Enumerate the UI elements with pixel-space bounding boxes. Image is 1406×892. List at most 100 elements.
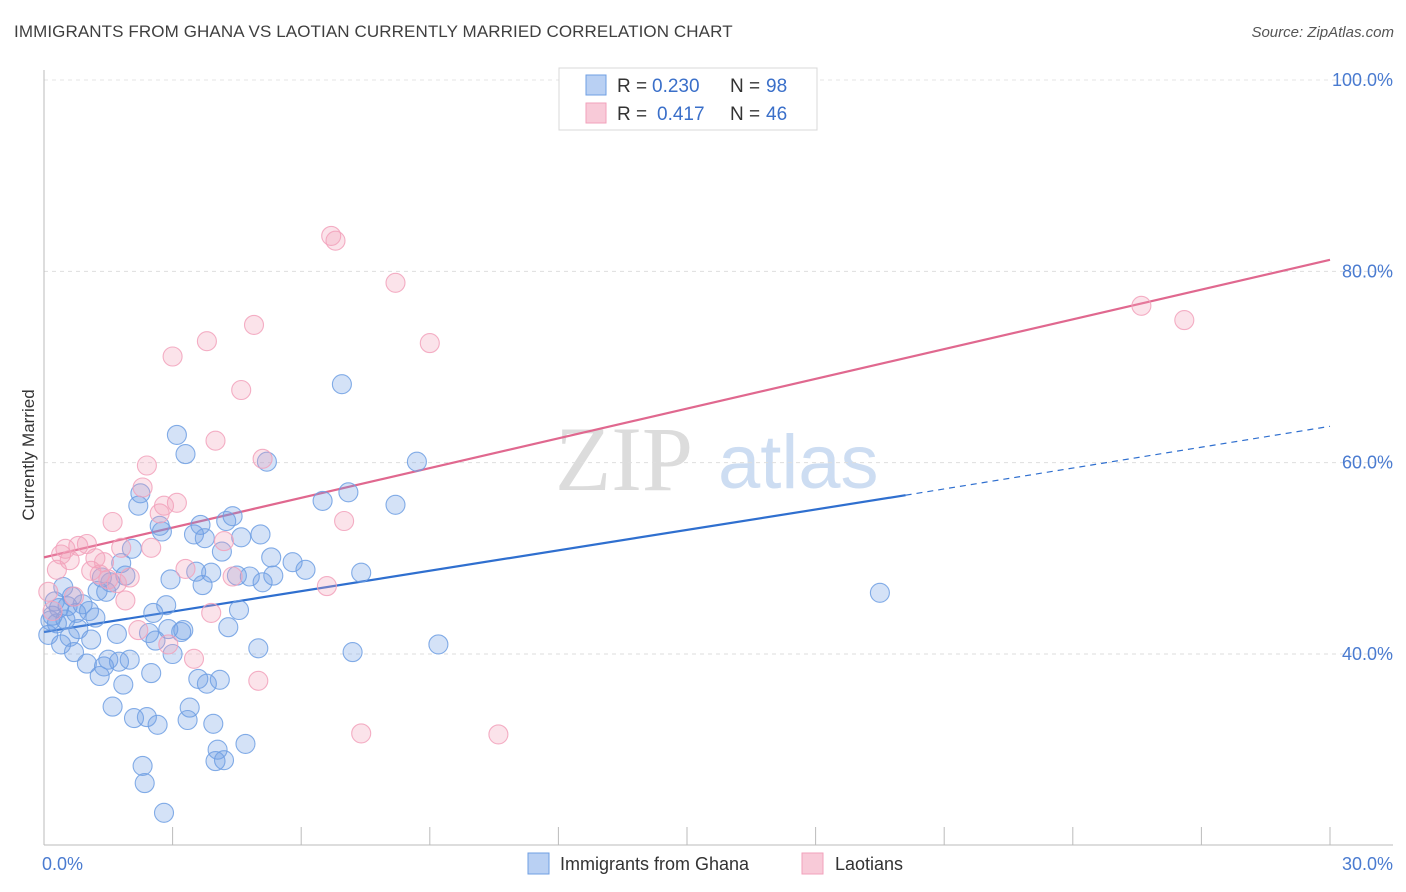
- laotians-point: [68, 535, 89, 556]
- ghana-trend-extension: [905, 425, 1331, 496]
- ghana-point: [213, 750, 235, 771]
- ghana-point: [342, 642, 363, 663]
- ghana-point: [100, 572, 121, 593]
- ghana-point: [177, 709, 198, 731]
- laotians-point: [55, 538, 76, 559]
- y-tick-label: 100.0%: [1332, 70, 1393, 90]
- ghana-point: [89, 665, 110, 687]
- laotians-point: [106, 573, 127, 594]
- ghana-point: [295, 559, 316, 580]
- laotians-point: [334, 510, 355, 532]
- ghana-point: [250, 524, 271, 545]
- laotians-point: [213, 531, 235, 552]
- legend-swatch-laotians: [585, 102, 607, 124]
- laotians-point: [183, 648, 205, 669]
- y-tick-label: 60.0%: [1342, 453, 1393, 473]
- ghana-point: [59, 626, 80, 647]
- ghana-point: [166, 424, 187, 445]
- laotians-point: [252, 448, 273, 469]
- laotians-point: [136, 455, 157, 476]
- ghana-point: [81, 629, 102, 650]
- laotians-point: [351, 723, 372, 744]
- laotians-point: [63, 586, 85, 607]
- bottom-legend-label-laotians: Laotians: [835, 854, 903, 874]
- bottom-legend-swatch-ghana: [527, 852, 550, 875]
- x-tick-label-max: 30.0%: [1342, 854, 1393, 874]
- laotians-point: [166, 492, 187, 513]
- laotians-point: [385, 272, 406, 293]
- legend-n-label-ghana: N =: [730, 76, 760, 97]
- laotians-point: [162, 346, 183, 367]
- legend-r-value-laotians: 0.417: [657, 104, 705, 125]
- bottom-legend-label-ghana: Immigrants from Ghana: [560, 854, 750, 874]
- legend-n-value-ghana: 98: [766, 76, 787, 97]
- legend-r-label-ghana: R =: [617, 76, 647, 97]
- ghana-point: [175, 444, 196, 465]
- legend: R = 0.230 N = 98 R = 0.417 N = 46: [558, 67, 818, 131]
- ghana-point: [132, 755, 153, 776]
- ghana-point: [96, 581, 117, 602]
- bottom-legend-swatch-laotians: [801, 852, 824, 875]
- laotians-point: [153, 495, 175, 516]
- ghana-point: [158, 619, 179, 640]
- ghana-point: [134, 773, 155, 794]
- ghana-point: [239, 566, 260, 587]
- laotians-point: [222, 566, 243, 587]
- laotians-trend-line: [43, 258, 1331, 559]
- ghana-point: [162, 643, 183, 665]
- ghana-point: [218, 617, 239, 638]
- chart-source: Source: ZipAtlas.com: [1251, 24, 1394, 41]
- laotians-point: [111, 537, 132, 558]
- ghana-point: [235, 733, 256, 754]
- ghana-point: [102, 696, 123, 717]
- ghana-point: [141, 663, 162, 684]
- bottom-legend: Immigrants from Ghana Laotians: [527, 852, 903, 875]
- ghana-point: [282, 552, 303, 573]
- ghana-point: [151, 521, 172, 542]
- y-tick-label: 80.0%: [1342, 261, 1393, 281]
- y-axis-title: Currently Married: [19, 389, 38, 520]
- ghana-point: [136, 707, 157, 728]
- legend-swatch-ghana: [585, 74, 607, 96]
- legend-n-label-laotians: N =: [730, 104, 760, 125]
- laotians-point: [115, 590, 136, 611]
- ghana-point: [385, 494, 406, 515]
- axes: 40.0% 60.0% 80.0% 100.0%: [43, 70, 1393, 846]
- ghana-point: [869, 582, 890, 603]
- ghana-point: [351, 562, 372, 583]
- laotians-point: [231, 379, 252, 401]
- ghana-point: [76, 653, 97, 674]
- ghana-point: [113, 674, 134, 695]
- ghana-point: [156, 595, 177, 616]
- laotians-point: [1131, 295, 1152, 316]
- watermark-zip: ZIP: [555, 408, 693, 510]
- ghana-point: [231, 527, 252, 548]
- ghana-point: [222, 506, 243, 527]
- ghana-point: [85, 607, 106, 628]
- ghana-point: [338, 482, 359, 503]
- ghana-point: [147, 714, 168, 735]
- ghana-point: [63, 642, 85, 663]
- ghana-point: [261, 547, 282, 568]
- laotians-point: [175, 558, 196, 579]
- ghana-point: [312, 490, 333, 511]
- ghana-point: [331, 374, 352, 395]
- ghana-point: [201, 562, 222, 583]
- ghana-point: [263, 565, 284, 586]
- laotians-point: [158, 634, 179, 655]
- ghana-point: [203, 713, 224, 734]
- laotians-point: [325, 230, 346, 251]
- ghana-point: [153, 802, 175, 823]
- ghana-point: [194, 528, 215, 549]
- laotians-point: [42, 600, 63, 622]
- laotians-point: [102, 511, 123, 533]
- ghana-point: [207, 739, 228, 760]
- legend-n-value-laotians: 46: [766, 104, 787, 125]
- ghana-trend-line: [43, 494, 906, 634]
- laotians-point: [38, 581, 59, 602]
- ghana-point: [190, 514, 211, 535]
- laotians-point: [316, 576, 337, 597]
- ghana-point: [106, 623, 127, 644]
- ghana-point: [119, 649, 140, 670]
